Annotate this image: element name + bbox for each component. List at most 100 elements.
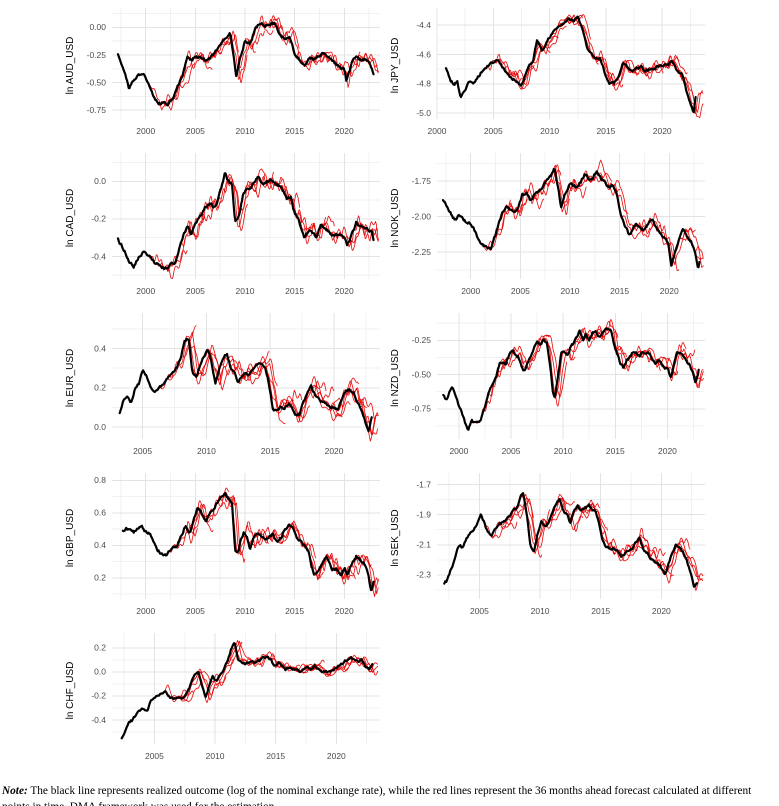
forecast-line (657, 229, 688, 266)
forecast-line (546, 497, 584, 533)
forecast-line (671, 351, 704, 381)
y-tick-label: -2.1 (416, 540, 431, 550)
x-tick-label: 2010 (554, 446, 573, 456)
chart-svg: 0.00 -0.25 -0.50 -0.75 2000 2005 2010 2015 2020 l… (65, 8, 380, 136)
x-tick-label: 2015 (266, 751, 285, 761)
y-tick-label: 0.0 (94, 176, 106, 186)
forecast-line (270, 523, 301, 545)
x-tick-label: 2005 (186, 126, 205, 136)
realized-line (441, 167, 701, 269)
y-tick-label: 0.8 (94, 475, 106, 485)
forecast-line (313, 222, 344, 241)
x-tick-label: 2020 (660, 286, 679, 296)
y-tick-label: -0.25 (87, 50, 107, 60)
realized-line (118, 337, 373, 433)
y-tick-label: -0.75 (87, 105, 107, 115)
x-tick-label: 2015 (261, 446, 280, 456)
forecast-line (548, 14, 583, 40)
x-tick-label: 2020 (653, 126, 672, 136)
x-tick-label: 2010 (531, 606, 550, 616)
forecast-line (572, 20, 607, 68)
forecast-line (560, 327, 593, 354)
y-tick-label: 0.4 (94, 540, 106, 550)
chart-panel-eur_usd: 0.0 0.2 0.4 2005 2010 2015 2020 ln EUR_USD (60, 305, 385, 465)
y-axis-title: ln NZD_USD (390, 349, 401, 407)
y-tick-label: -1.9 (416, 509, 431, 519)
chart-svg: -1.75 -2.00 -2.25 2000 2005 2010 2015 2020 ln NO… (390, 153, 705, 296)
forecast-line (580, 25, 616, 86)
x-tick-label: 2010 (561, 286, 580, 296)
x-tick-label: 2000 (428, 126, 447, 136)
x-tick-label: 2015 (285, 126, 304, 136)
y-tick-label: -0.2 (91, 214, 106, 224)
x-tick-label: 2000 (136, 606, 155, 616)
forecast-line (556, 13, 592, 40)
x-tick-label: 2005 (133, 446, 152, 456)
forecast-line (677, 69, 704, 113)
forecast-line (505, 497, 543, 558)
forecast-line (508, 49, 543, 90)
forecast-line (524, 35, 559, 78)
y-tick-label: -4.8 (416, 79, 431, 89)
x-tick-label: 2005 (511, 286, 530, 296)
forecast-line (631, 212, 663, 234)
y-tick-label: -0.25 (412, 335, 432, 345)
x-tick-label: 2005 (186, 606, 205, 616)
forecast-line (611, 335, 644, 370)
chart-panel-chf_usd: 0.2 0.0 -0.2 -0.4 2005 2010 2015 2020 ln CHF_USD (60, 625, 385, 770)
forecast-line (663, 344, 696, 382)
y-axis-title: ln EUR_USD (65, 349, 76, 407)
y-tick-label: 0.00 (89, 22, 106, 32)
y-tick-label: -4.4 (416, 20, 431, 30)
forecast-line (243, 168, 275, 193)
forecast-line (174, 331, 213, 376)
forecast-line (587, 504, 625, 561)
figure-note-text: The black line represents realized outco… (2, 785, 752, 806)
chart-svg: 0.2 0.4 0.6 0.8 2000 2005 2010 2015 2020 ln GBP_U… (65, 473, 380, 616)
forecast-line (526, 334, 559, 381)
y-tick-label: 0.2 (94, 643, 106, 653)
y-axis-title: ln GBP_USD (65, 509, 76, 567)
forecast-line (356, 554, 380, 598)
forecast-line (304, 52, 335, 66)
forecast-line (285, 522, 317, 559)
figure-note: Note: The black line represents realized… (2, 783, 777, 806)
forecast-line (620, 60, 656, 74)
y-tick-label: -0.75 (412, 404, 432, 414)
y-axis-title: ln CHF_USD (65, 662, 76, 720)
y-tick-label: -2.25 (412, 247, 432, 257)
forecast-line (543, 338, 576, 407)
forecast-line (347, 215, 379, 244)
forecast-line (157, 249, 188, 280)
forecast-line (661, 542, 699, 578)
y-tick-label: -0.2 (91, 691, 106, 701)
x-tick-label: 2010 (197, 446, 216, 456)
chart-panel-aud_usd: 0.00 -0.25 -0.50 -0.75 2000 2005 2010 2015 2020 l… (60, 0, 385, 145)
y-axis-title: ln SEK_USD (390, 509, 401, 566)
x-tick-label: 2000 (449, 446, 468, 456)
x-tick-label: 2020 (335, 606, 354, 616)
x-tick-label: 2005 (484, 126, 503, 136)
x-tick-label: 2015 (285, 606, 304, 616)
forecast-line (242, 24, 274, 50)
y-tick-label: -0.4 (91, 251, 106, 261)
forecast-line (509, 343, 542, 370)
forecast-line (595, 318, 628, 358)
y-tick-label: 0.2 (94, 383, 106, 393)
forecast-line (260, 177, 292, 202)
y-axis-title: ln NOK_USD (390, 189, 401, 248)
y-tick-label: 0.0 (94, 667, 106, 677)
y-tick-label: 0.2 (94, 573, 106, 583)
forecast-line (595, 512, 633, 557)
y-tick-label: -0.50 (87, 77, 107, 87)
forecast-line (311, 388, 351, 422)
realized-line (116, 21, 375, 107)
realized-line (442, 327, 700, 431)
forecast-line (513, 188, 545, 214)
chart-panel-gbp_usd: 0.2 0.4 0.6 0.8 2000 2005 2010 2015 2020 ln GBP_U… (60, 465, 385, 625)
y-tick-label: 0.4 (94, 343, 106, 353)
forecast-line (321, 52, 352, 77)
x-tick-label: 2005 (470, 606, 489, 616)
x-tick-label: 2015 (606, 446, 625, 456)
y-tick-label: -5.0 (416, 108, 431, 118)
